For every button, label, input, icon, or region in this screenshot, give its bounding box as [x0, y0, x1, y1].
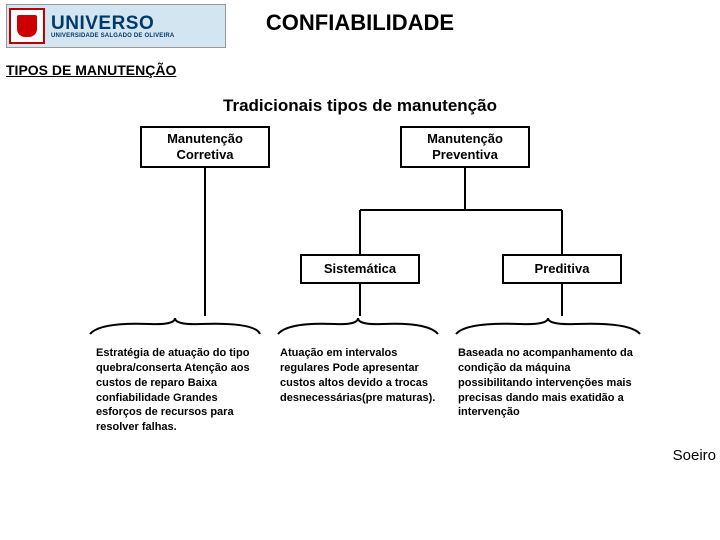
- credit: Soeiro: [673, 447, 716, 464]
- connector-lines: [0, 0, 720, 540]
- desc-preditiva: Baseada no acompanhamento da condição da…: [458, 346, 643, 420]
- desc-text: Estratégia de atuação do tipo quebra/con…: [96, 347, 250, 433]
- desc-text: Baseada no acompanhamento da condição da…: [458, 347, 633, 418]
- desc-sistematica: Atuação em intervalos regulares Pode apr…: [280, 346, 445, 405]
- desc-corretiva: Estratégia de atuação do tipo quebra/con…: [96, 346, 261, 435]
- desc-text: Atuação em intervalos regulares Pode apr…: [280, 347, 435, 404]
